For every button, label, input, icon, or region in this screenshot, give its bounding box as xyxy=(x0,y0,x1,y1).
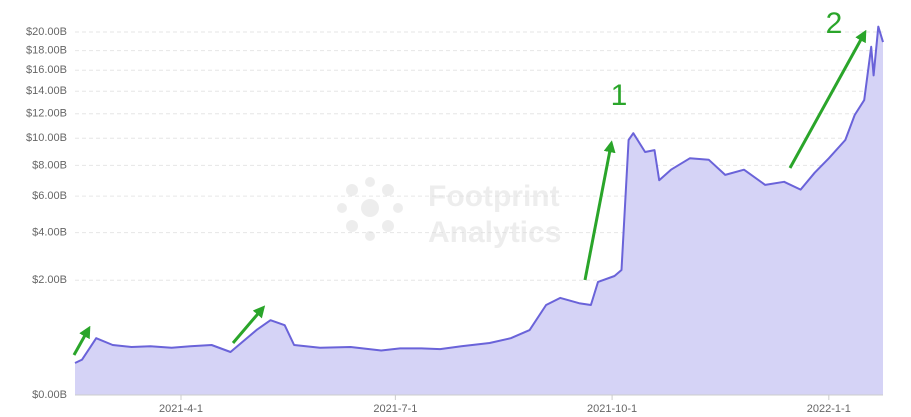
x-tick-label: 2021-4-1 xyxy=(159,403,203,415)
y-tick-label: $0.00B xyxy=(32,389,67,401)
y-tick-label: $10.00B xyxy=(26,132,67,144)
arrow xyxy=(583,140,616,281)
y-tick-label: $18.00B xyxy=(26,45,67,57)
y-tick-label: $14.00B xyxy=(26,85,67,97)
arrow xyxy=(788,29,867,169)
watermark-text: Footprint xyxy=(428,180,560,213)
arrow xyxy=(72,325,91,356)
arrow xyxy=(231,305,266,344)
y-tick-label: $8.00B xyxy=(32,159,67,171)
y-tick-label: $16.00B xyxy=(26,64,67,76)
y-tick-label: $20.00B xyxy=(26,26,67,38)
x-tick-label: 2021-7-1 xyxy=(373,403,417,415)
area xyxy=(75,26,883,395)
y-tick-label: $2.00B xyxy=(32,274,67,286)
plot xyxy=(74,25,884,395)
y-tick-label: $4.00B xyxy=(32,227,67,239)
y-tick-label: $6.00B xyxy=(32,190,67,202)
line xyxy=(74,25,884,364)
arrows xyxy=(72,29,867,356)
x-tick-label: 2021-10-1 xyxy=(587,403,637,415)
x-tick-label: 2022-1-1 xyxy=(807,403,851,415)
annotation: 1 xyxy=(611,79,628,112)
watermark-text: Analytics xyxy=(428,216,561,249)
y-tick-label: $12.00B xyxy=(26,108,67,120)
annotation: 2 xyxy=(826,7,843,40)
watermark: Footprint Analytics xyxy=(337,177,561,249)
